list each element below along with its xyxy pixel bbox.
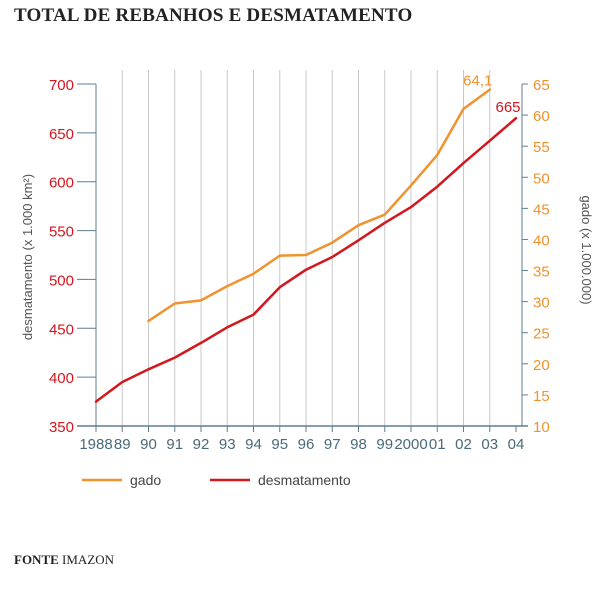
x-tick-label: 92 bbox=[193, 436, 210, 453]
left-axis-title: desmatamento (x 1.000 km²) bbox=[20, 174, 35, 340]
right-tick-label: 20 bbox=[533, 357, 550, 374]
x-tick-label: 01 bbox=[429, 436, 446, 453]
legend-label-desmatamento: desmatamento bbox=[258, 472, 351, 488]
source-label: FONTE bbox=[14, 552, 59, 567]
x-tick-label: 1988 bbox=[79, 436, 112, 453]
right-tick-label: 30 bbox=[533, 295, 550, 312]
x-tick-label: 95 bbox=[271, 436, 288, 453]
grid-lines bbox=[121, 70, 491, 426]
source-name: IMAZON bbox=[62, 552, 115, 567]
x-tick-label: 89 bbox=[114, 436, 131, 453]
left-tick-label: 450 bbox=[49, 321, 74, 338]
right-tick-label: 10 bbox=[533, 419, 550, 436]
x-tick-label: 02 bbox=[455, 436, 472, 453]
left-tick-label: 550 bbox=[49, 224, 74, 241]
x-tick-label: 99 bbox=[376, 436, 393, 453]
x-tick-label: 90 bbox=[140, 436, 157, 453]
right-axis-title: gado (x 1.000.000) bbox=[579, 195, 594, 304]
series-line-gado bbox=[147, 88, 492, 323]
left-tick-label: 500 bbox=[49, 272, 74, 289]
left-tick-label: 650 bbox=[49, 126, 74, 143]
series-line-desmatamento bbox=[94, 116, 518, 403]
right-tick-label: 60 bbox=[533, 108, 550, 125]
right-tick-label: 40 bbox=[533, 232, 550, 249]
left-tick-label: 350 bbox=[49, 419, 74, 436]
right-tick-label: 45 bbox=[533, 201, 550, 218]
legend: gado desmatamento bbox=[82, 472, 351, 488]
x-tick-label: 93 bbox=[219, 436, 236, 453]
left-tick-label: 400 bbox=[49, 370, 74, 387]
x-tick-label: 2000 bbox=[394, 436, 427, 453]
right-tick-label: 55 bbox=[533, 139, 550, 156]
x-tick-label: 03 bbox=[481, 436, 498, 453]
right-tick-label: 15 bbox=[533, 388, 550, 405]
axes bbox=[77, 83, 528, 432]
x-tick-label: 97 bbox=[324, 436, 341, 453]
left-tick-label: 600 bbox=[49, 175, 74, 192]
x-tick-label: 91 bbox=[166, 436, 183, 453]
right-tick-label: 50 bbox=[533, 170, 550, 187]
right-tick-label: 65 bbox=[533, 77, 550, 94]
series-lines bbox=[94, 88, 518, 403]
tick-labels: 350 400 450 500 550 600 650 700 10 15 20 25 30 35 40 45… bbox=[20, 73, 594, 453]
source-note: FONTE IMAZON bbox=[14, 552, 114, 568]
right-tick-label: 35 bbox=[533, 264, 550, 281]
x-tick-label: 04 bbox=[508, 436, 525, 453]
x-tick-label: 96 bbox=[298, 436, 315, 453]
x-tick-label: 94 bbox=[245, 436, 262, 453]
chart-title: TOTAL DE REBANHOS E DESMATAMENTO bbox=[14, 5, 413, 26]
chart: 350 400 450 500 550 600 650 700 10 15 20 25 30 35 40 45… bbox=[20, 70, 594, 488]
data-label-gado: 64,1 bbox=[463, 73, 492, 90]
left-tick-label: 700 bbox=[49, 77, 74, 94]
x-tick-label: 98 bbox=[350, 436, 367, 453]
data-label-desmatamento: 665 bbox=[495, 99, 520, 116]
legend-label-gado: gado bbox=[130, 472, 161, 488]
right-tick-label: 25 bbox=[533, 326, 550, 343]
